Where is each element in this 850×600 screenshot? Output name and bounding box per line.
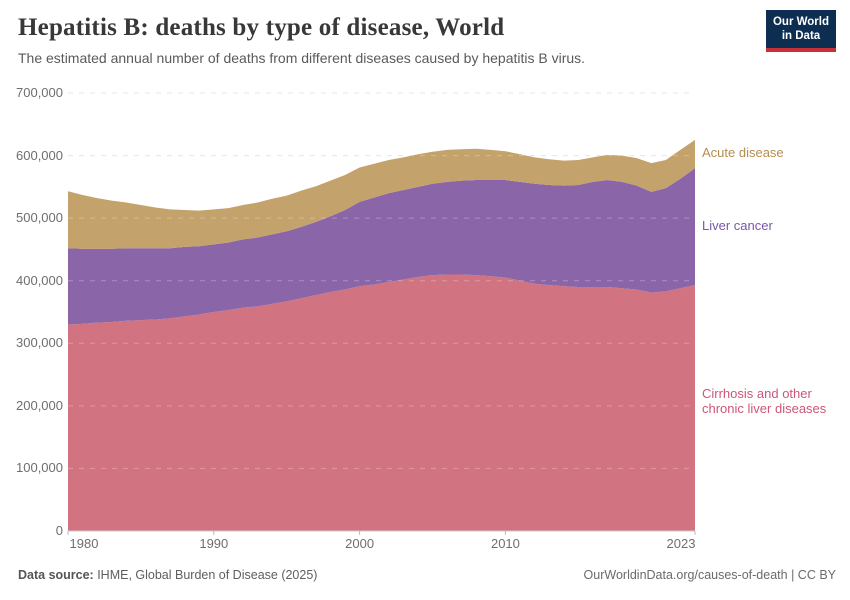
- attribution-license: | CC BY: [787, 568, 836, 582]
- data-source: Data source: IHME, Global Burden of Dise…: [18, 568, 317, 582]
- x-tick-label: 1980: [69, 536, 99, 551]
- owid-logo[interactable]: Our World in Data: [766, 10, 836, 52]
- y-tick-label: 300,000: [16, 335, 63, 351]
- owid-logo-line1: Our World: [772, 16, 829, 28]
- y-tick-label: 400,000: [16, 272, 63, 288]
- x-tick-label: 1990: [199, 536, 229, 551]
- page-subtitle: The estimated annual number of deaths fr…: [18, 50, 586, 66]
- page-title: Hepatitis B: deaths by type of disease, …: [18, 14, 505, 41]
- attribution-link[interactable]: OurWorldinData.org/causes-of-death: [583, 568, 788, 582]
- legend-acute-disease[interactable]: Acute disease: [702, 145, 784, 160]
- attribution: OurWorldinData.org/causes-of-death | CC …: [584, 568, 836, 582]
- area-acute[interactable]: [68, 139, 695, 249]
- y-tick-label: 600,000: [16, 147, 63, 163]
- y-tick-label: 700,000: [16, 85, 63, 100]
- y-tick-label: 200,000: [16, 397, 63, 413]
- x-tick-label: 2010: [490, 536, 520, 551]
- x-tick-label: 2023: [666, 536, 696, 551]
- stacked-area-chart: 0 100,000 200,000 300,000 400,000 500,000 600,…: [0, 85, 850, 555]
- stacked-area-svg[interactable]: [67, 92, 696, 535]
- data-source-text: IHME, Global Burden of Disease (2025): [93, 568, 318, 582]
- y-tick-label: 0: [55, 523, 63, 538]
- y-tick-label: 100,000: [16, 460, 63, 476]
- owid-logo-line2: in Data: [781, 30, 821, 43]
- data-source-label: Data source:: [18, 568, 94, 582]
- x-tick-label: 2000: [345, 536, 375, 551]
- area-liver-cancer[interactable]: [68, 168, 695, 325]
- y-tick-label: 500,000: [16, 210, 63, 226]
- legend-liver-cancer[interactable]: Liver cancer: [702, 218, 773, 233]
- area-cirrhosis[interactable]: [68, 274, 695, 532]
- legend-cirrhosis[interactable]: Cirrhosis and other chronic liver diseas…: [702, 386, 827, 416]
